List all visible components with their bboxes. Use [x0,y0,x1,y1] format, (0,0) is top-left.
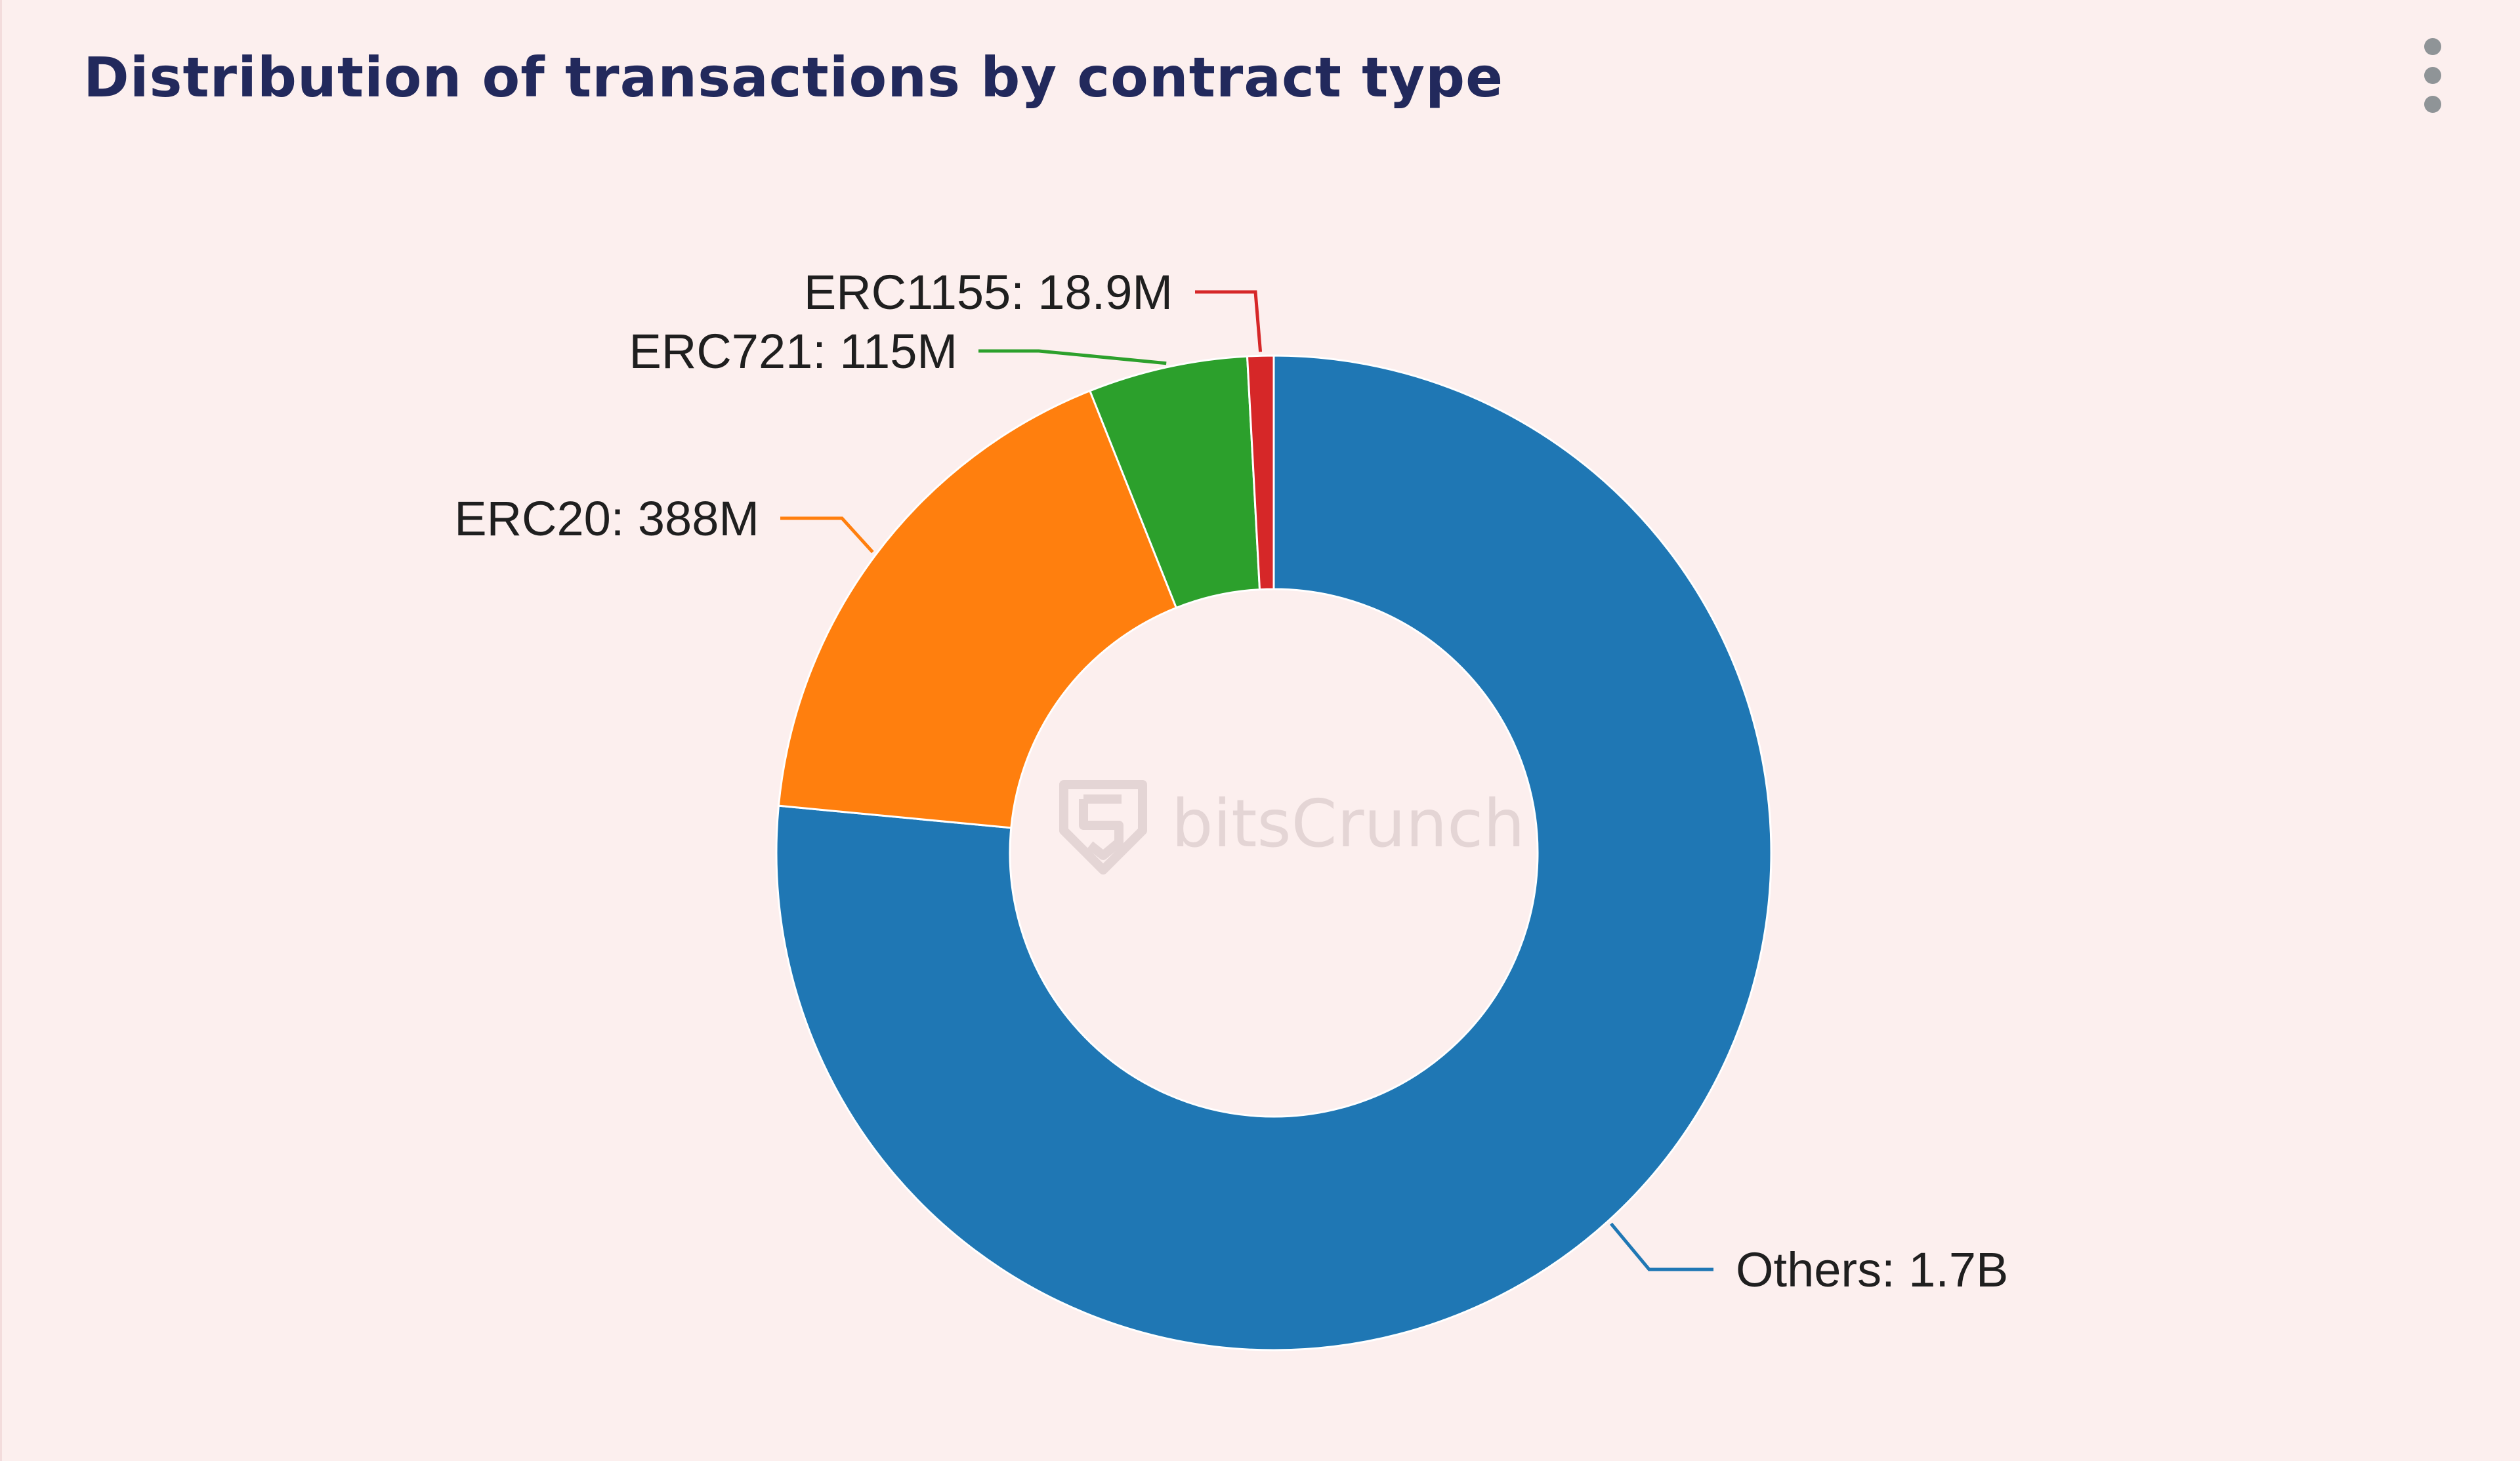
watermark-text: bitsCrunch [1171,785,1525,862]
leader-line-erc721 [978,349,1167,365]
slice-erc1155[interactable] [1246,354,1275,591]
menu-dot [2424,38,2441,55]
watermark: bitsCrunch [1059,780,1525,875]
slice-label-erc20: ERC20: 388M [454,491,759,546]
more-vertical-icon[interactable] [2406,33,2459,118]
chart-title: Distribution of transactions by contract… [83,45,1504,110]
bitscrunch-logo-icon [1059,780,1147,875]
slice-label-others: Others: 1.7B [1736,1243,2008,1297]
slice-erc20[interactable] [777,389,1178,829]
menu-dot [2424,96,2441,113]
menu-dot [2424,67,2441,84]
donut-slices [775,354,1773,1351]
slice-labels: Others: 1.7B ERC20: 388M ERC721: 115MERC11… [454,265,2008,1297]
slice-label-erc721: ERC721: 115M [629,324,957,379]
leader-line-erc20 [780,516,874,554]
slice-others[interactable] [775,354,1773,1351]
leader-line-others [1610,1222,1713,1271]
leader-line-erc1155 [1195,290,1263,352]
slice-label-erc1155: ERC1155: 18.9M [804,265,1173,319]
